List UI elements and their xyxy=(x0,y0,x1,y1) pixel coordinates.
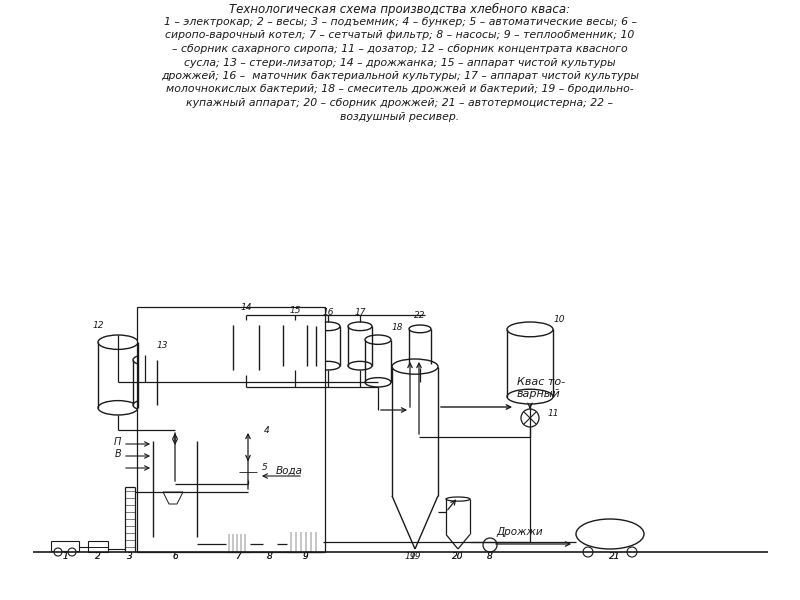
Text: 22: 22 xyxy=(414,311,426,320)
Text: сусла; 13 – стери-лизатор; 14 – дрожжанка; 15 – аппарат чистой культуры: сусла; 13 – стери-лизатор; 14 – дрожжанк… xyxy=(184,58,616,67)
Ellipse shape xyxy=(316,322,340,331)
Ellipse shape xyxy=(153,527,197,548)
Ellipse shape xyxy=(233,365,259,375)
Text: 8: 8 xyxy=(487,552,493,561)
Polygon shape xyxy=(238,430,258,457)
Ellipse shape xyxy=(348,361,372,370)
Circle shape xyxy=(583,547,593,557)
Text: П: П xyxy=(114,437,121,447)
Circle shape xyxy=(263,538,277,552)
Text: 8: 8 xyxy=(267,552,273,561)
Text: Дрожжи: Дрожжи xyxy=(496,527,542,537)
Ellipse shape xyxy=(316,361,340,370)
Ellipse shape xyxy=(446,497,470,501)
Text: 3: 3 xyxy=(127,552,133,561)
Ellipse shape xyxy=(392,359,438,374)
Text: 9: 9 xyxy=(302,552,308,561)
Text: дрожжей; 16 –  маточник бактериальной культуры; 17 – аппарат чистой культуры: дрожжей; 16 – маточник бактериальной кул… xyxy=(161,71,639,81)
Circle shape xyxy=(483,538,497,552)
Ellipse shape xyxy=(233,320,259,330)
Text: 6: 6 xyxy=(172,552,178,561)
Circle shape xyxy=(521,409,539,427)
Text: 16: 16 xyxy=(322,308,334,317)
Ellipse shape xyxy=(348,322,372,331)
Bar xyxy=(287,532,323,552)
Bar xyxy=(88,541,108,552)
Ellipse shape xyxy=(133,355,157,365)
Ellipse shape xyxy=(365,377,391,387)
Text: 13: 13 xyxy=(157,341,169,350)
Circle shape xyxy=(627,547,637,557)
Ellipse shape xyxy=(507,389,553,404)
Text: В: В xyxy=(114,449,121,459)
Text: 15: 15 xyxy=(290,306,301,315)
Text: 7: 7 xyxy=(235,552,241,561)
Circle shape xyxy=(54,548,62,556)
Text: 21: 21 xyxy=(610,552,621,561)
Text: 1: 1 xyxy=(62,552,68,561)
Text: – сборник сахарного сиропа; 11 – дозатор; 12 – сборник концентрата квасного: – сборник сахарного сиропа; 11 – дозатор… xyxy=(172,44,628,54)
Text: 1: 1 xyxy=(62,552,68,561)
Ellipse shape xyxy=(133,400,157,410)
Text: 14: 14 xyxy=(240,303,252,312)
Bar xyxy=(239,464,257,480)
Ellipse shape xyxy=(365,335,391,344)
Text: купажный аппарат; 20 – сборник дрожжей; 21 – автотермоцистерна; 22 –: купажный аппарат; 20 – сборник дрожжей; … xyxy=(186,98,614,108)
Text: 8: 8 xyxy=(487,552,493,561)
Text: 12: 12 xyxy=(93,321,104,330)
Text: 20: 20 xyxy=(452,552,464,561)
Bar xyxy=(51,541,79,551)
Text: 3: 3 xyxy=(127,552,133,561)
Ellipse shape xyxy=(283,320,307,329)
Bar xyxy=(226,534,250,552)
Text: сиропо-варочный котел; 7 – сетчатый фильтр; 8 – насосы; 9 – теплообменник; 10: сиропо-варочный котел; 7 – сетчатый филь… xyxy=(166,31,634,40)
Text: 8: 8 xyxy=(267,552,273,561)
Bar xyxy=(137,307,325,552)
Text: 7: 7 xyxy=(235,552,241,561)
Text: 17: 17 xyxy=(354,308,366,317)
Circle shape xyxy=(68,548,76,556)
Text: 9: 9 xyxy=(302,552,308,561)
Text: 1 – электрокар; 2 – весы; 3 – подъемник; 4 – бункер; 5 – автоматические весы; 6 : 1 – электрокар; 2 – весы; 3 – подъемник;… xyxy=(163,17,637,27)
Polygon shape xyxy=(163,492,183,504)
Text: 19: 19 xyxy=(410,552,421,561)
Text: 21: 21 xyxy=(610,552,621,561)
Ellipse shape xyxy=(153,430,197,451)
Text: 5: 5 xyxy=(262,463,268,472)
Ellipse shape xyxy=(409,325,431,333)
Text: 2: 2 xyxy=(95,552,101,561)
Text: 10: 10 xyxy=(554,315,566,324)
Ellipse shape xyxy=(98,335,138,349)
Text: Вода: Вода xyxy=(276,466,303,476)
Ellipse shape xyxy=(283,361,307,370)
Text: Квас то-
варный: Квас то- варный xyxy=(517,377,565,399)
Text: 19: 19 xyxy=(404,552,416,561)
Text: 2: 2 xyxy=(95,552,101,561)
Ellipse shape xyxy=(576,519,644,549)
Text: 20: 20 xyxy=(452,552,464,561)
Text: 18: 18 xyxy=(392,323,403,332)
Text: молочнокислых бактерий; 18 – смеситель дрожжей и бактерий; 19 – бродильно-: молочнокислых бактерий; 18 – смеситель д… xyxy=(166,85,634,94)
Ellipse shape xyxy=(507,322,553,337)
Ellipse shape xyxy=(409,360,431,368)
Text: Технологическая схема производства хлебного кваса:: Технологическая схема производства хлебн… xyxy=(230,3,570,16)
Text: воздушный ресивер.: воздушный ресивер. xyxy=(340,112,460,121)
Text: 6: 6 xyxy=(172,552,178,561)
Text: 4: 4 xyxy=(264,426,270,435)
Ellipse shape xyxy=(98,401,138,415)
Text: 11: 11 xyxy=(548,409,559,418)
